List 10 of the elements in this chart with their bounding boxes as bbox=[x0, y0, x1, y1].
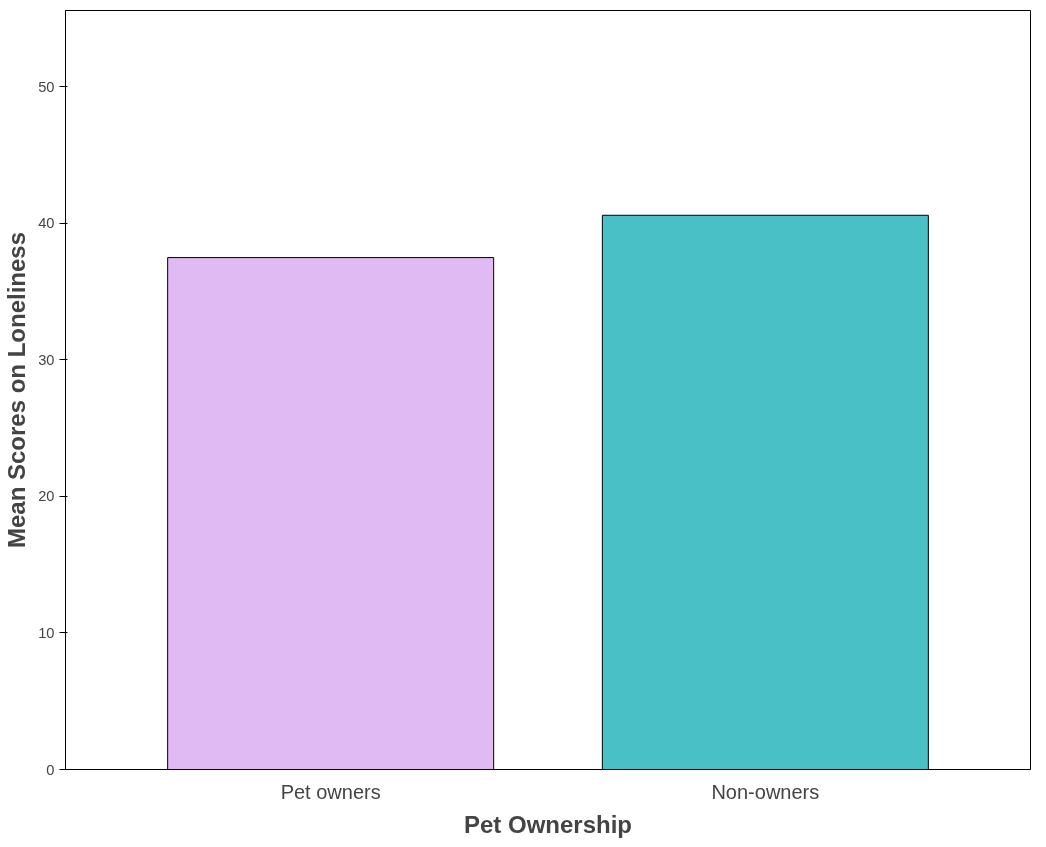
x-tick-label: Non-owners bbox=[711, 780, 820, 803]
y-axis-title: Mean Scores on Loneliness bbox=[3, 231, 31, 549]
y-tick-label: 10 bbox=[38, 624, 55, 641]
y-tick-label: 20 bbox=[38, 488, 55, 505]
y-tick-label: 40 bbox=[38, 215, 55, 232]
y-tick-label: 0 bbox=[46, 761, 55, 778]
x-tick-label: Pet owners bbox=[280, 780, 381, 803]
y-tick-label: 50 bbox=[38, 78, 55, 95]
x-axis-title: Pet Ownership bbox=[463, 810, 633, 838]
y-tick-label: 30 bbox=[38, 351, 55, 368]
